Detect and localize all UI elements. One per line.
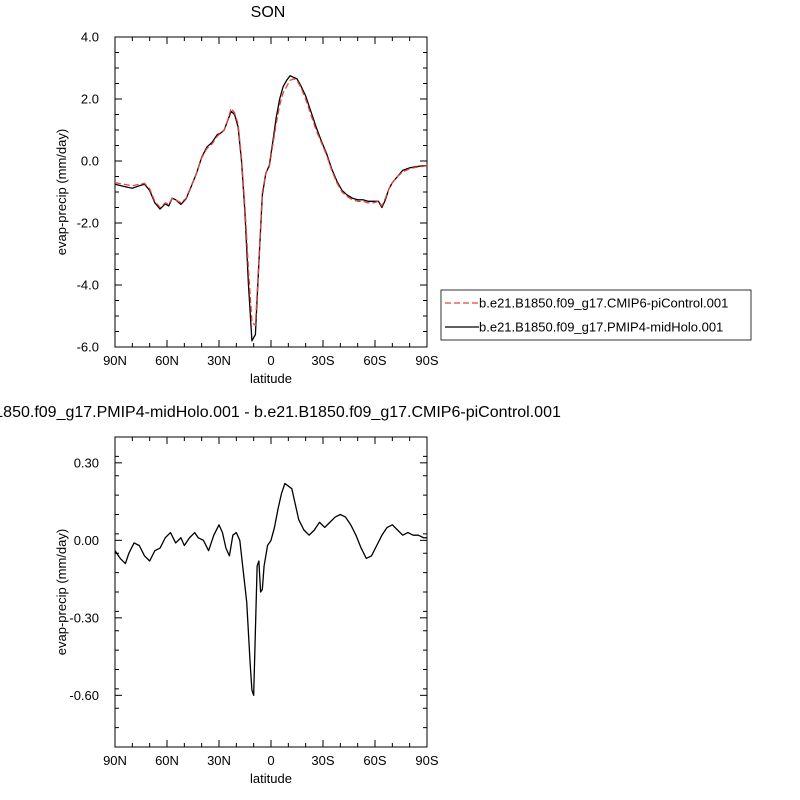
y-tick-label: 4.0	[81, 30, 99, 45]
x-tick-label: 0	[267, 753, 274, 768]
chart-title: b.e21.B1850.f09_g17.PMIP4-midHolo.001 - …	[0, 404, 561, 421]
x-tick-label: 90S	[415, 353, 438, 368]
y-tick-label: -6.0	[77, 340, 99, 355]
x-tick-label: 60S	[363, 753, 386, 768]
legend-label-2: b.e21.B1850.f09_g17.PMIP4-midHolo.001	[479, 320, 723, 335]
x-tick-label: 60N	[155, 753, 179, 768]
x-tick-label: 30S	[311, 353, 334, 368]
series-line-1	[115, 482, 427, 696]
x-axis-label: latitude	[250, 371, 292, 386]
x-tick-label: 60S	[363, 353, 386, 368]
x-tick-label: 0	[267, 353, 274, 368]
x-tick-label: 30N	[207, 753, 231, 768]
chart-1: SON 90N 60N 30N 0 30S 60S 90S 4.0 2.0 0.0 -2.0 -4.0 -…	[54, 4, 752, 386]
y-tick-label: -0.30	[69, 610, 99, 625]
x-axis-label: latitude	[250, 771, 292, 786]
y-tick-label: -0.60	[69, 688, 99, 703]
plot-frame	[114, 436, 428, 748]
y-tick-label: 0.00	[74, 533, 99, 548]
chart-2: b.e21.B1850.f09_g17.PMIP4-midHolo.001 - …	[0, 404, 561, 786]
y-tick-label: 0.30	[74, 455, 99, 470]
plot-frame	[114, 36, 428, 348]
x-tick-label: 60N	[155, 353, 179, 368]
x-tick-label: 90S	[415, 753, 438, 768]
y-tick-label: 2.0	[81, 92, 99, 107]
x-tick-label: 90N	[103, 353, 127, 368]
x-tick-label: 30N	[207, 353, 231, 368]
x-tick-label: 30S	[311, 753, 334, 768]
y-tick-label: -2.0	[77, 216, 99, 231]
y-tick-label: -4.0	[77, 278, 99, 293]
x-tick-label: 90N	[103, 753, 127, 768]
chart-title: SON	[251, 4, 286, 21]
series-line-1	[115, 78, 427, 326]
legend-label-1: b.e21.B1850.f09_g17.CMIP6-piControl.001	[479, 296, 728, 311]
series-line-2	[115, 75, 427, 342]
y-axis-label: evap-precip (mm/day)	[54, 529, 69, 655]
legend-box	[440, 289, 752, 341]
y-tick-label: 0.0	[81, 154, 99, 169]
y-axis-label: evap-precip (mm/day)	[54, 129, 69, 255]
